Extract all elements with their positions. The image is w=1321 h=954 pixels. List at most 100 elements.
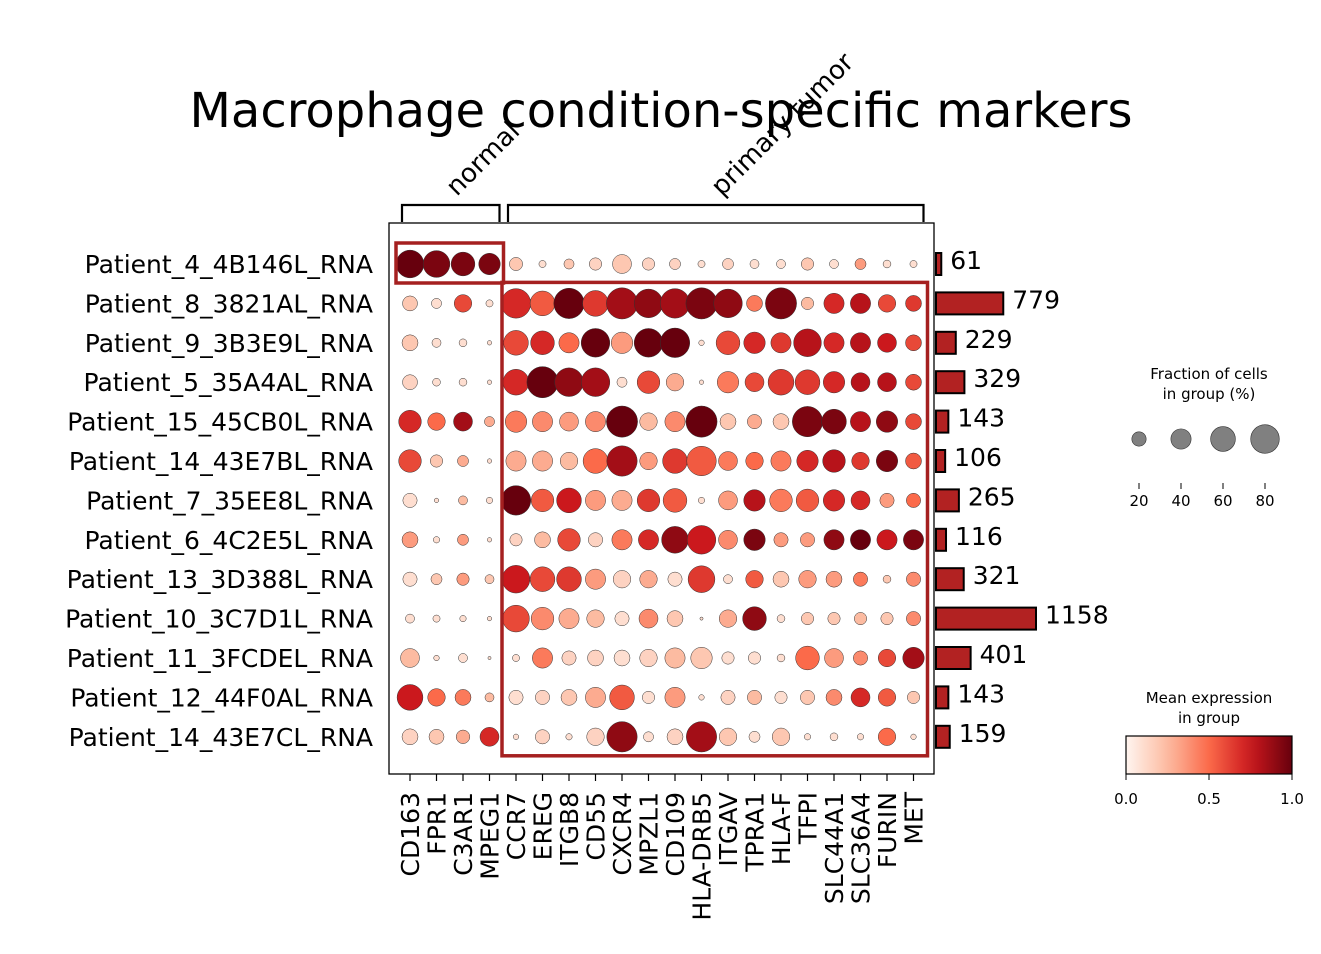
dot (718, 609, 738, 628)
dot (713, 288, 743, 318)
dot (422, 250, 451, 278)
dot (662, 448, 688, 474)
dot (487, 656, 492, 660)
size-legend-dot (1250, 424, 1280, 454)
count-label: 61 (950, 246, 982, 275)
patient-label: Patient_14_43E7BL_RNA (69, 447, 373, 476)
colorbar-tick-label: 1.0 (1280, 790, 1304, 808)
dot (746, 295, 763, 312)
dot (822, 449, 846, 473)
dot (458, 378, 468, 387)
dot (877, 372, 897, 392)
dot (905, 452, 922, 470)
dot (561, 650, 577, 666)
colorbar-tick-label: 0.5 (1197, 790, 1221, 808)
dot (479, 727, 500, 747)
dot (686, 525, 717, 555)
dot (501, 565, 531, 594)
dot (698, 339, 705, 346)
count-bar (935, 488, 960, 513)
dot (433, 654, 440, 662)
color-legend: Mean expression in group 0.0 0.5 1.0 (1114, 689, 1304, 808)
highlight-box-primary-tumor (500, 280, 930, 758)
dot (428, 729, 445, 745)
dot (877, 294, 897, 313)
dot (666, 610, 684, 627)
size-legend-tick-label: 20 (1129, 492, 1148, 510)
dot (486, 340, 493, 346)
dot (402, 374, 418, 390)
chart-title: Macrophage condition-specific markers (190, 83, 1133, 139)
dot (850, 332, 871, 354)
dot (430, 454, 443, 468)
dot (772, 413, 790, 430)
gene-label: CD55 (582, 792, 611, 861)
dot (903, 529, 924, 551)
dot (636, 488, 661, 512)
cell-count-bars: 61 779 229 329 143 106 265 116 321 1158 401 143 159 (935, 246, 1109, 749)
dot (486, 616, 493, 622)
patient-label: Patient_15_45CB0L_RNA (67, 408, 373, 437)
dot (800, 689, 815, 705)
colorbar-tick-label: 0.0 (1114, 790, 1138, 808)
dot (800, 532, 815, 548)
dot (664, 411, 686, 432)
dot (743, 489, 766, 512)
dot (906, 611, 921, 627)
count-label: 159 (959, 719, 1007, 748)
dot (798, 570, 817, 589)
dot (530, 330, 555, 355)
dot (825, 570, 843, 588)
dot (585, 411, 606, 432)
patient-label: Patient_11_3FCDEL_RNA (67, 644, 373, 673)
dots-layer (395, 249, 925, 753)
dot (457, 455, 469, 467)
dot (565, 733, 573, 741)
dot (486, 379, 493, 385)
size-legend-dot (1131, 431, 1147, 447)
dot (530, 607, 555, 631)
size-legend-dot (1170, 428, 1192, 450)
dot (431, 338, 442, 348)
dot (660, 327, 690, 358)
dot (580, 367, 611, 397)
dot (484, 692, 495, 703)
gene-label: SLC36A4 (847, 792, 876, 904)
dot (909, 260, 918, 268)
highlight-box-normal (394, 241, 506, 285)
dot (556, 487, 582, 514)
dot (585, 568, 606, 590)
dot (427, 412, 446, 431)
dot (877, 688, 897, 707)
count-label: 116 (955, 522, 1003, 551)
dot (582, 448, 609, 474)
dot (606, 445, 638, 477)
dot (664, 687, 686, 708)
dot (559, 411, 579, 432)
dot (586, 609, 605, 628)
dot (794, 369, 821, 395)
dot (554, 367, 584, 397)
dot (743, 331, 766, 354)
dot (876, 529, 898, 551)
dot (509, 533, 523, 547)
dot (905, 373, 922, 391)
dot (505, 410, 527, 433)
dot (398, 449, 422, 473)
dot (405, 613, 415, 624)
dot (402, 492, 418, 508)
dot (795, 645, 820, 671)
count-bar (935, 606, 1037, 631)
dot (486, 496, 493, 504)
dot (850, 411, 871, 432)
count-bar (935, 449, 947, 473)
dot (821, 408, 847, 435)
patient-label: Patient_8_3821AL_RNA (85, 289, 373, 318)
dot (906, 492, 921, 508)
dot (664, 647, 686, 669)
dot (795, 488, 820, 512)
dot (611, 331, 633, 354)
dot (723, 574, 733, 584)
dot (402, 571, 418, 587)
count-label: 321 (973, 561, 1021, 590)
